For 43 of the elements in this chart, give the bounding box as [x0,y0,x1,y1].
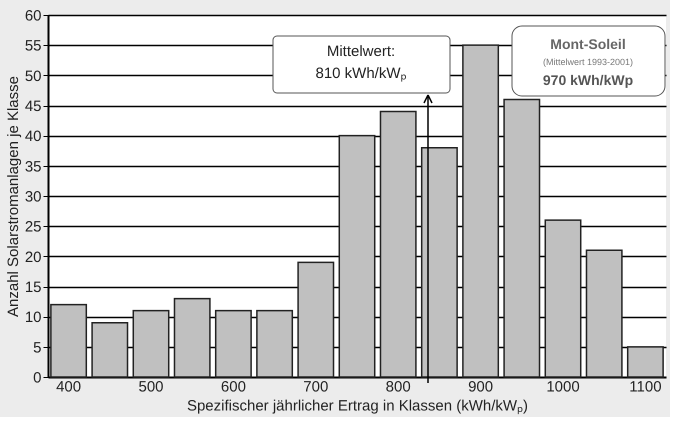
y-axis-title: Anzahl Solarstromanlagen je Klasse [4,76,22,317]
x-tick-label: 500 [138,378,164,396]
bar [50,304,88,378]
bar [503,98,540,378]
y-tick-label: 60 [24,8,42,24]
y-tick-label: 5 [33,339,42,356]
bar [91,322,128,378]
x-tick-label: 700 [303,378,328,396]
y-tick-label: 15 [24,279,42,296]
bar [297,262,334,378]
annotation: 970 kWh/kWp [542,72,634,88]
bar [544,219,582,378]
y-tick-label: 35 [24,158,42,176]
bar [586,250,623,378]
y-tick-label: 55 [24,38,42,55]
annotation: Mont-Soleil [550,36,626,52]
y-tick-label: 20 [24,248,42,266]
bar [174,298,211,378]
y-tick-label: 10 [24,309,42,326]
x-tick-label: 1100 [629,378,662,396]
annotation: 810 kWh/kWₚ [315,65,407,82]
y-tick-label: 45 [24,98,42,115]
x-tick-label: 900 [468,378,494,396]
y-tick-label: 40 [24,128,42,146]
annotation: (Mittelwert 1993-2001) [542,57,634,67]
y-tick-label: 30 [24,188,42,206]
bar [256,310,294,378]
bar [380,110,417,378]
y-tick-label: 50 [24,68,42,85]
bar [626,346,664,378]
x-tick-label: 600 [220,378,246,396]
x-tick-label: 800 [386,378,411,396]
bar [214,310,252,378]
x-tick-label: 1000 [546,378,580,396]
bar [420,146,458,378]
y-tick-label: 25 [24,218,42,236]
x-axis-title: Spezifischer jährlicher Ertrag in Klassen (kWh/kWₚ) [186,398,528,414]
x-tick-label: 400 [56,378,82,396]
bar [132,310,170,378]
bar [462,44,500,378]
bar [338,134,376,378]
y-tick-label: 0 [33,370,42,386]
annotation: Mittelwert: [326,43,396,60]
